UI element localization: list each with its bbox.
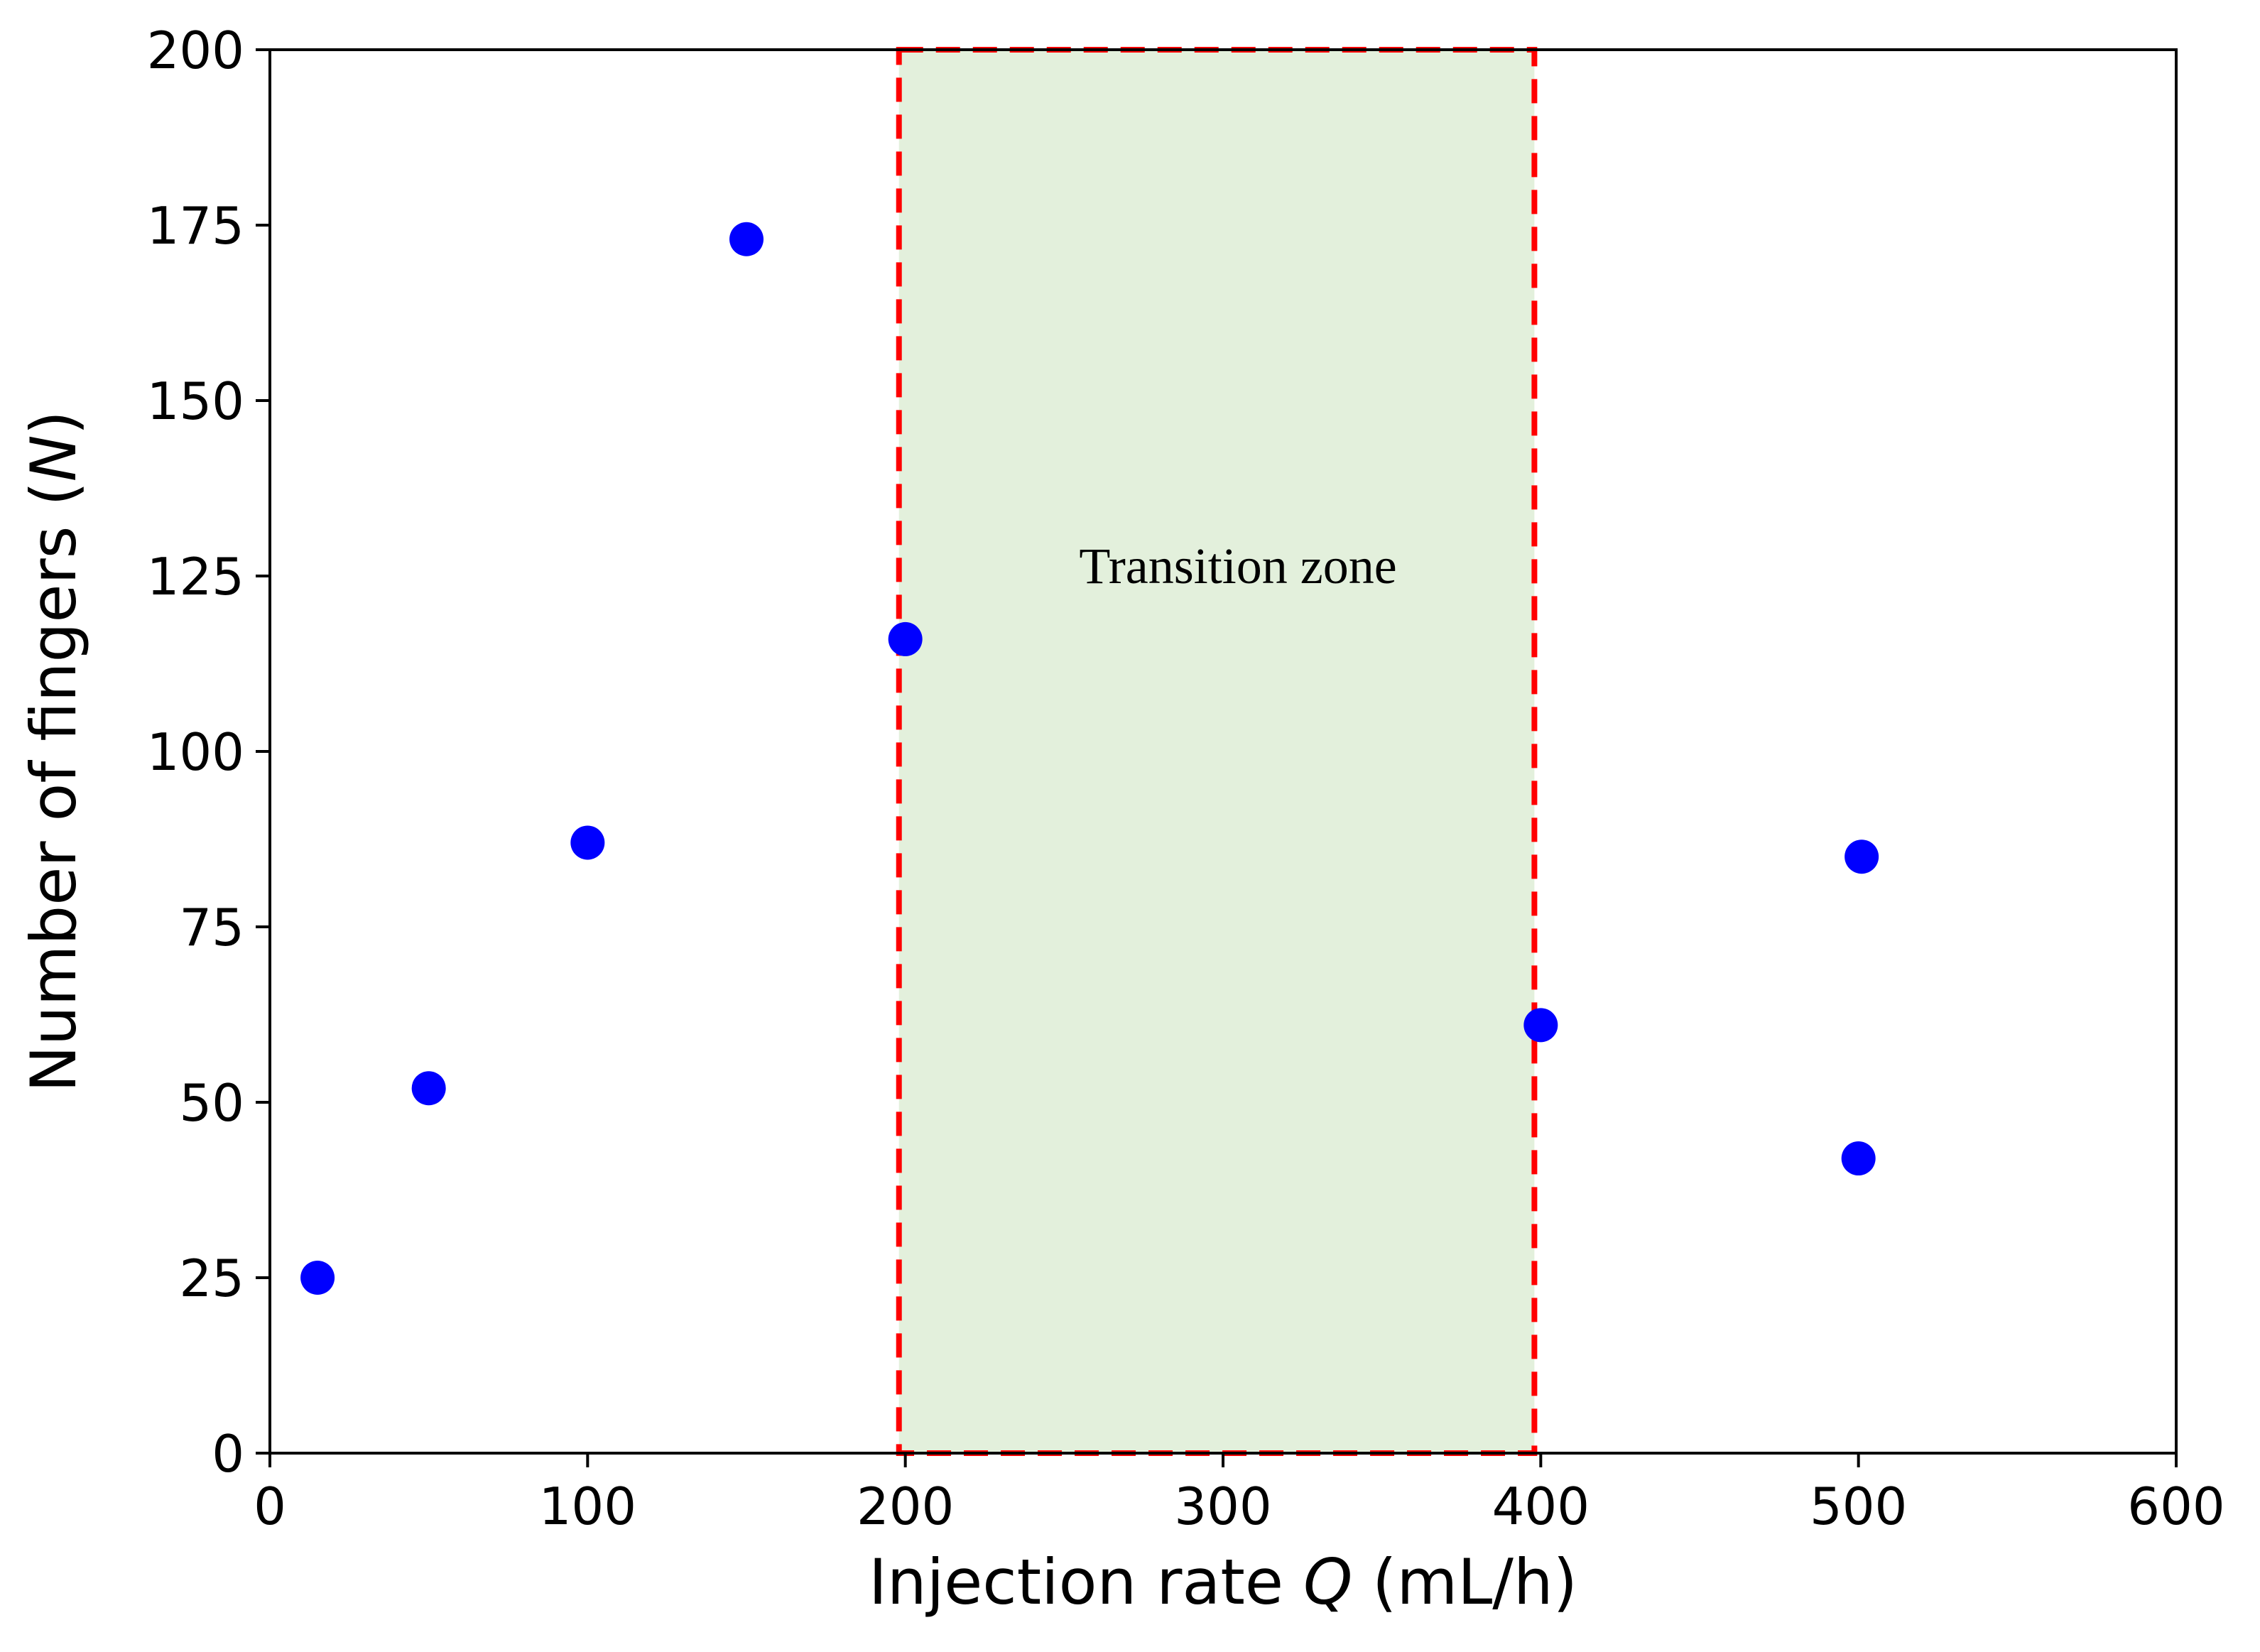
data-point-6 xyxy=(1523,1008,1558,1043)
x-tick-label: 100 xyxy=(539,1477,636,1536)
x-tick-label: 600 xyxy=(2127,1477,2224,1536)
y-tick-label: 25 xyxy=(179,1249,244,1308)
y-tick-label: 200 xyxy=(147,21,244,80)
data-point-1 xyxy=(300,1261,335,1295)
data-point-3 xyxy=(570,825,605,860)
y-tick-label: 125 xyxy=(147,547,244,607)
x-axis-label: Injection rate Q (mL/h) xyxy=(869,1545,1577,1619)
x-axis-label-prefix: Injection rate xyxy=(869,1545,1303,1619)
y-tick-label: 175 xyxy=(147,196,244,256)
y-tick-label: 0 xyxy=(212,1424,244,1484)
x-tick-label: 400 xyxy=(1492,1477,1590,1536)
x-tick-label: 500 xyxy=(1810,1477,1907,1536)
x-axis-label-symbol: Q xyxy=(1303,1545,1352,1619)
y-tick-label: 150 xyxy=(147,371,244,431)
transition-zone-label: Transition zone xyxy=(1079,538,1396,594)
y-tick-label: 100 xyxy=(147,722,244,782)
y-axis-label-prefix: Number of fingers ( xyxy=(17,482,90,1092)
y-tick-label: 50 xyxy=(179,1073,244,1133)
data-point-4 xyxy=(729,222,764,256)
x-tick-label: 300 xyxy=(1174,1477,1271,1536)
y-axis-ticks: 0 25 50 75 100 125 150 175 200 xyxy=(147,21,270,1484)
y-axis-label-symbol: N xyxy=(17,435,90,482)
transition-zone-fill xyxy=(898,50,1535,1453)
x-axis-ticks: 0 100 200 300 400 500 600 xyxy=(254,1453,2225,1536)
data-point-2 xyxy=(411,1071,446,1106)
x-axis-label-suffix: (mL/h) xyxy=(1352,1545,1577,1619)
y-axis-label-suffix: ) xyxy=(17,411,90,435)
shaded-region-layer xyxy=(896,47,1538,1456)
y-tick-label: 75 xyxy=(179,898,244,957)
x-tick-label: 200 xyxy=(857,1477,954,1536)
data-points-layer xyxy=(300,222,1879,1295)
x-tick-label: 0 xyxy=(254,1477,286,1536)
data-point-5 xyxy=(888,621,923,656)
data-point-8 xyxy=(1845,839,1879,874)
y-axis-label: Number of fingers (N) xyxy=(17,411,90,1092)
data-point-7 xyxy=(1841,1141,1876,1176)
